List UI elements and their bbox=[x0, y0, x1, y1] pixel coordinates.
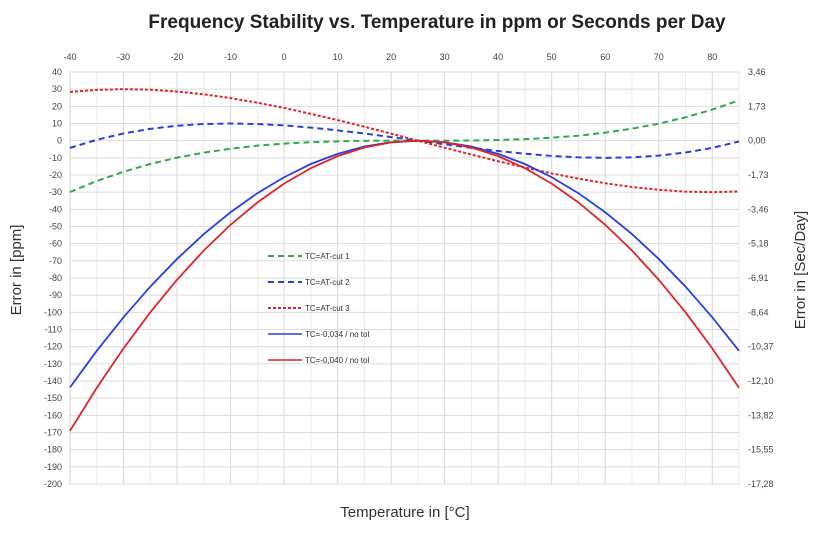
series-line-3 bbox=[69, 88, 740, 194]
legend-label: TC=AT-cut 1 bbox=[305, 252, 350, 261]
y-tick-label: -140 bbox=[44, 376, 62, 386]
x-tick-label: -40 bbox=[63, 52, 76, 62]
y2-tick-label: -1,73 bbox=[748, 170, 769, 180]
y-tick-label: -170 bbox=[44, 428, 62, 438]
y2-tick-label: -13,82 bbox=[748, 410, 774, 420]
y-axis-title: Error in [ppm] bbox=[8, 225, 25, 316]
y2-tick-label: -12,10 bbox=[748, 376, 774, 386]
y2-tick-label: -3,46 bbox=[748, 204, 769, 214]
x-tick-label: 30 bbox=[440, 52, 450, 62]
y-tick-label: -50 bbox=[49, 222, 62, 232]
y-tick-label: 40 bbox=[52, 67, 62, 77]
y-tick-label: 10 bbox=[52, 119, 62, 129]
series-line-5 bbox=[69, 139, 740, 432]
y2-tick-label: -8,64 bbox=[748, 307, 769, 317]
series-line-2 bbox=[69, 122, 740, 159]
x-tick-label: -10 bbox=[224, 52, 237, 62]
legend: TC=AT-cut 1 TC=AT-cut 2 TC=AT-cut 3 TC=-0,0… bbox=[268, 252, 369, 365]
y-tick-label: 0 bbox=[57, 136, 62, 146]
legend-label: TC=AT-cut 2 bbox=[305, 278, 350, 287]
y-tick-label: -120 bbox=[44, 342, 62, 352]
legend-label: TC=AT-cut 3 bbox=[305, 304, 350, 313]
y-tick-label: -60 bbox=[49, 239, 62, 249]
y-tick-label: 20 bbox=[52, 101, 62, 111]
y-tick-label: -10 bbox=[49, 153, 62, 163]
grid bbox=[69, 71, 740, 485]
y2-axis-title: Error in [Sec/Day] bbox=[792, 211, 809, 329]
y-tick-label: -90 bbox=[49, 290, 62, 300]
y2-tick-label: -6,91 bbox=[748, 273, 769, 283]
y-tick-label: -100 bbox=[44, 307, 62, 317]
series-lines bbox=[69, 88, 740, 432]
y2-tick-label: 3,46 bbox=[748, 67, 766, 77]
y2-tick-label: -15,55 bbox=[748, 445, 774, 455]
x-tick-label: 20 bbox=[386, 52, 396, 62]
x-tick-label: 70 bbox=[654, 52, 664, 62]
x-tick-label: 80 bbox=[707, 52, 717, 62]
x-tick-label: -20 bbox=[171, 52, 184, 62]
y2-tick-label: -5,18 bbox=[748, 239, 769, 249]
y-tick-label: -160 bbox=[44, 410, 62, 420]
x-tick-label: -30 bbox=[117, 52, 130, 62]
y2-tick-label: 0,00 bbox=[748, 136, 766, 146]
chart-title: Frequency Stability vs. Temperature in p… bbox=[148, 12, 726, 33]
x-tick-label: 60 bbox=[600, 52, 610, 62]
y-tick-label: 30 bbox=[52, 84, 62, 94]
y-tick-label: -30 bbox=[49, 187, 62, 197]
legend-label: TC=-0,034 / no tol bbox=[305, 330, 369, 339]
x-tick-label: 10 bbox=[333, 52, 343, 62]
y-tick-label: -150 bbox=[44, 393, 62, 403]
y-tick-label: -190 bbox=[44, 462, 62, 472]
y-tick-label: -180 bbox=[44, 445, 62, 455]
y2-tick-label: 1,73 bbox=[748, 101, 766, 111]
legend-label: TC=-0,040 / no tol bbox=[305, 356, 369, 365]
x-tick-label: 40 bbox=[493, 52, 503, 62]
x-axis-title: Temperature in [°C] bbox=[340, 504, 469, 521]
y-tick-label: -110 bbox=[45, 325, 62, 335]
y2-tick-label: -10,37 bbox=[748, 342, 774, 352]
x-tick-label: 50 bbox=[547, 52, 557, 62]
y-tick-label: -80 bbox=[49, 273, 62, 283]
y-tick-label: -200 bbox=[44, 479, 62, 489]
tick-labels: -40 -30 -20 -10 0 10 20 30 40 50 60 70 80403020100-1… bbox=[44, 52, 774, 489]
y-tick-label: -130 bbox=[44, 359, 62, 369]
y-tick-label: -20 bbox=[49, 170, 62, 180]
x-tick-label: 0 bbox=[282, 52, 287, 62]
y2-tick-label: -17,28 bbox=[748, 479, 774, 489]
y-tick-label: -40 bbox=[49, 204, 62, 214]
y-tick-label: -70 bbox=[49, 256, 62, 266]
